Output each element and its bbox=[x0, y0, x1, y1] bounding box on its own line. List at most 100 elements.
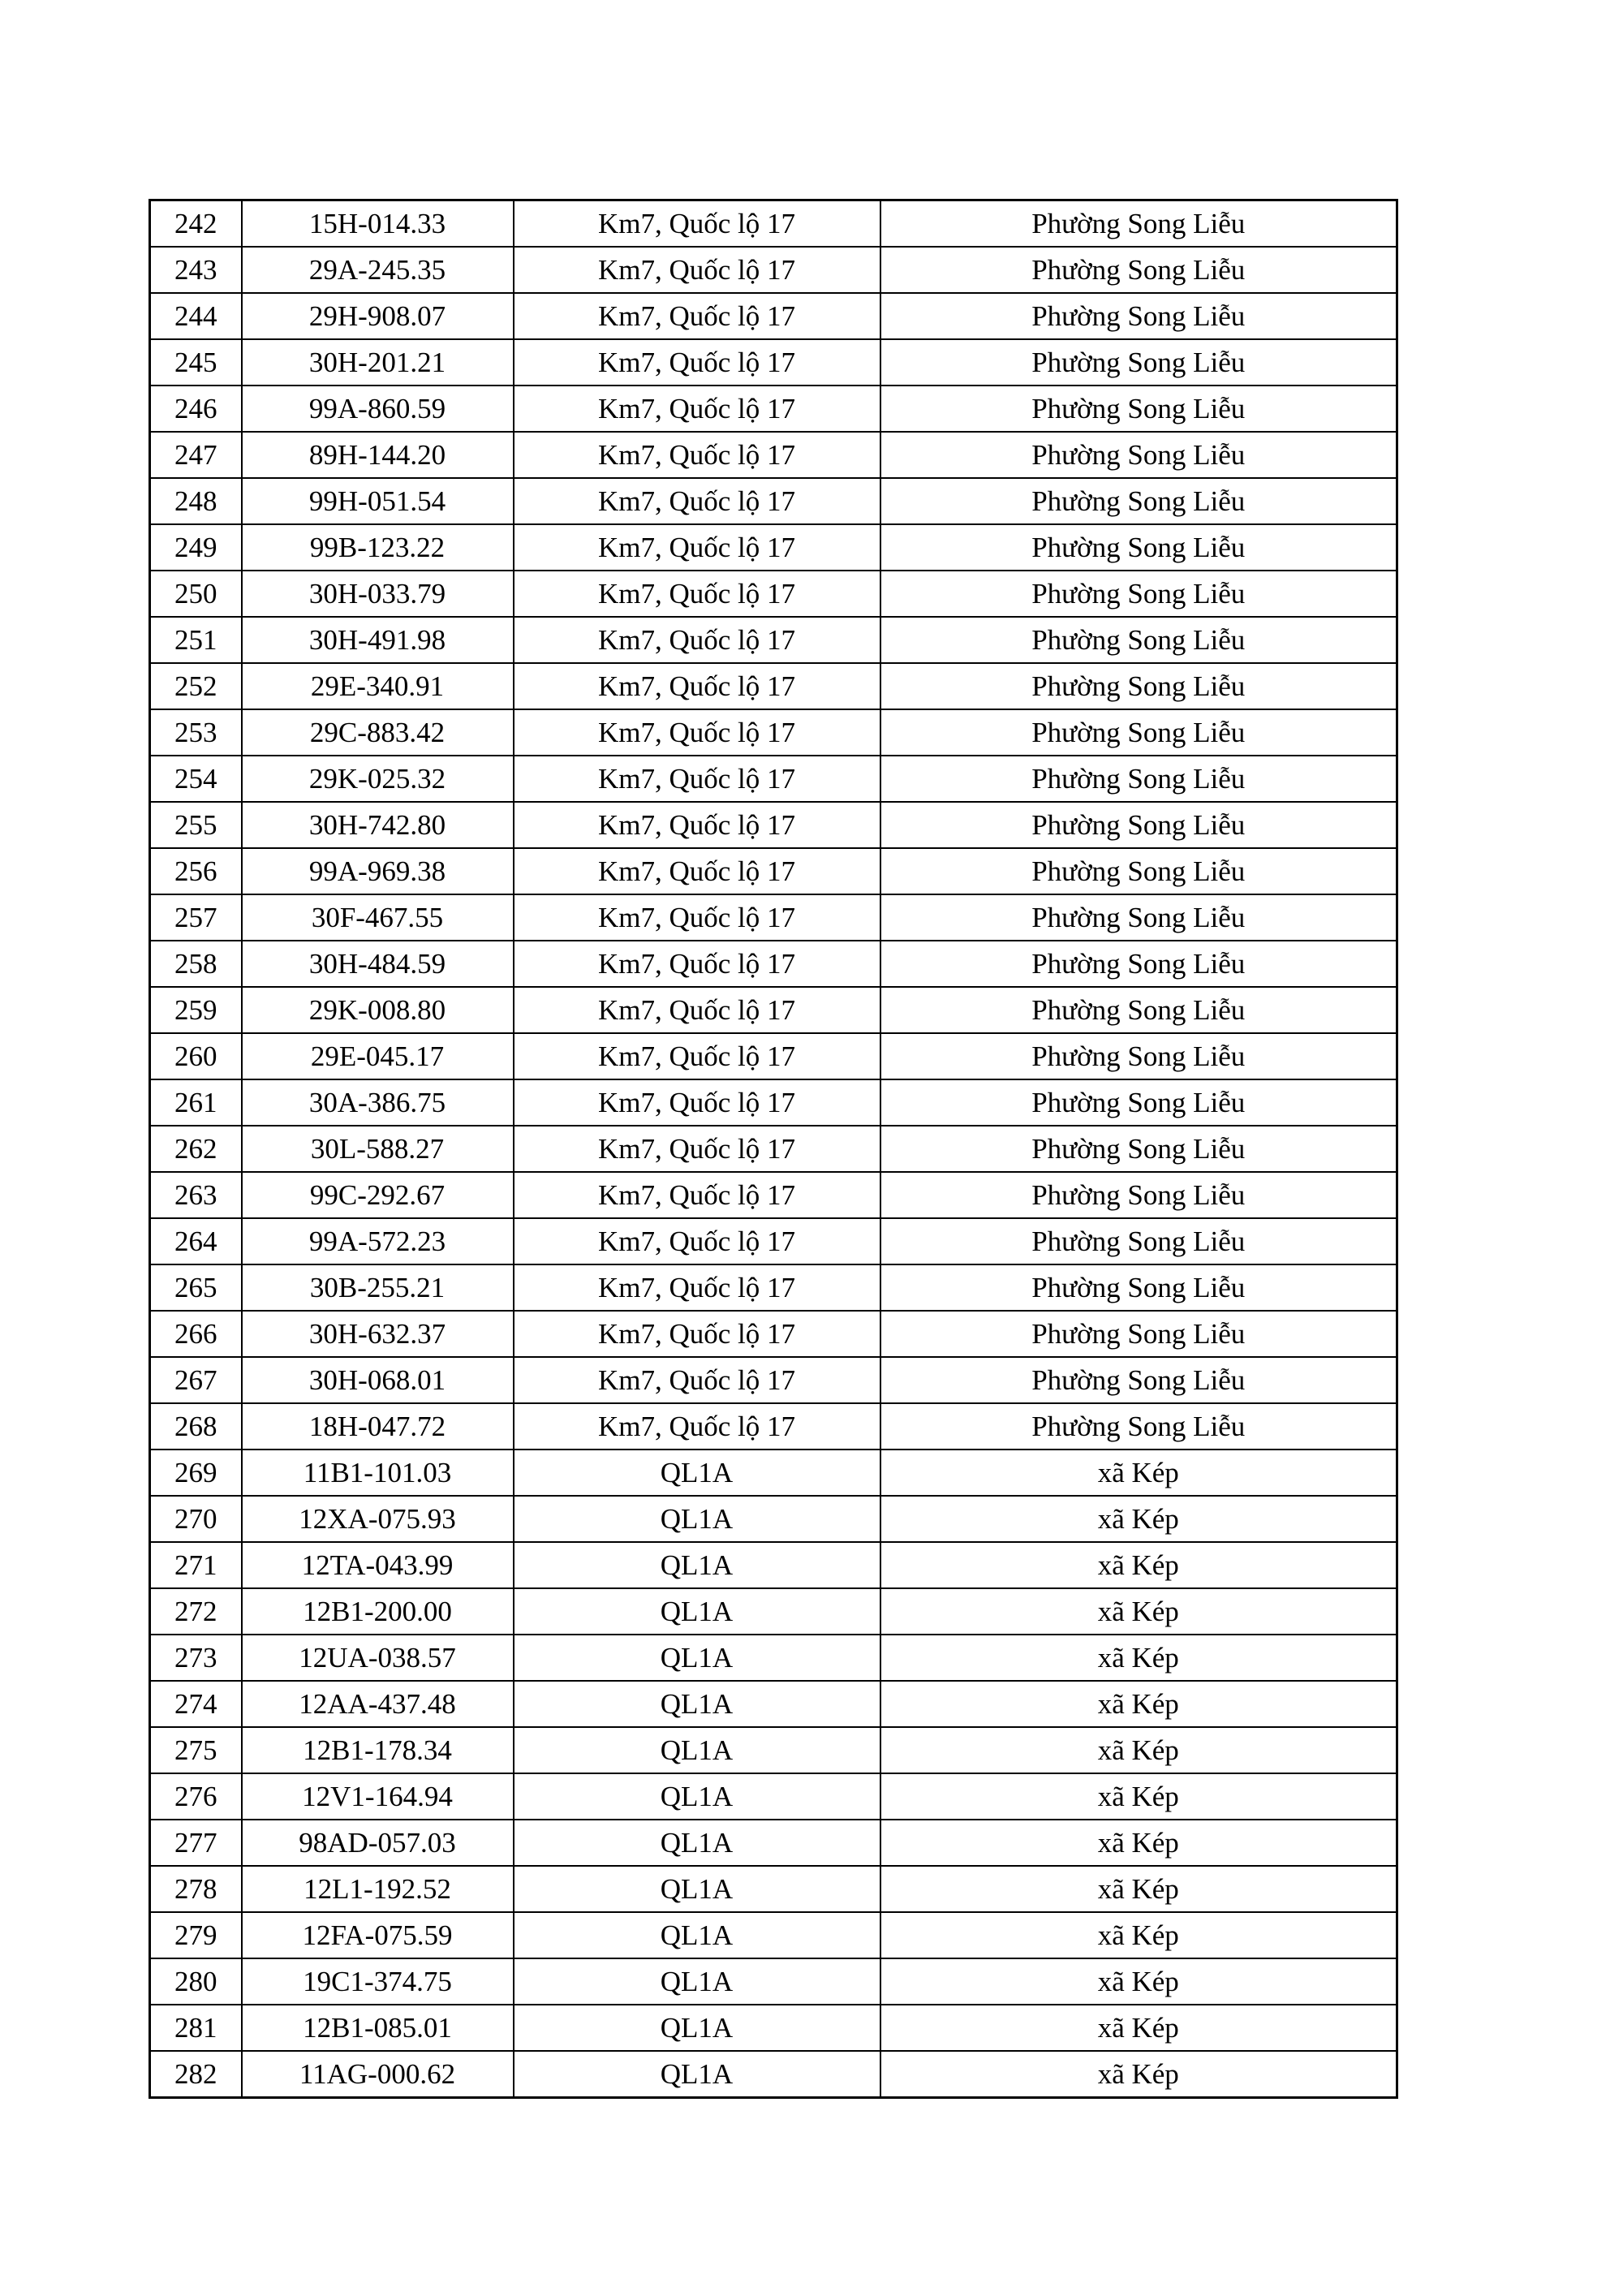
cell-address: Km7, Quốc lộ 17 bbox=[512, 801, 881, 849]
cell-address: QL1A bbox=[512, 1449, 881, 1497]
table-row: 276 12V1-164.94 QL1A xã Kép bbox=[149, 1773, 1398, 1820]
cell-sequence-number: 250 bbox=[149, 570, 243, 618]
cell-address: Km7, Quốc lộ 17 bbox=[512, 1402, 881, 1450]
cell-license-plate: 11AG-000.62 bbox=[240, 2050, 514, 2099]
table-row: 247 89H-144.20 Km7, Quốc lộ 17 Phường Song … bbox=[149, 431, 1398, 479]
cell-license-plate: 30H-484.59 bbox=[240, 940, 514, 988]
table-row: 267 30H-068.01 Km7, Quốc lộ 17 Phường Song … bbox=[149, 1356, 1398, 1404]
cell-ward: xã Kép bbox=[879, 1449, 1398, 1497]
table-row: 275 12B1-178.34 QL1A xã Kép bbox=[149, 1726, 1398, 1774]
table-row: 282 11AG-000.62 QL1A xã Kép bbox=[149, 2050, 1398, 2099]
cell-address: Km7, Quốc lộ 17 bbox=[512, 894, 881, 941]
registration-table: 242 15H-014.33 Km7, Quốc lộ 17 Phường Song … bbox=[149, 199, 1398, 2099]
cell-address: Km7, Quốc lộ 17 bbox=[512, 246, 881, 294]
cell-sequence-number: 254 bbox=[149, 755, 243, 803]
cell-license-plate: 19C1-374.75 bbox=[240, 1958, 514, 2005]
cell-license-plate: 29K-008.80 bbox=[240, 986, 514, 1034]
cell-ward: xã Kép bbox=[879, 1819, 1398, 1867]
cell-ward: Phường Song Liễu bbox=[879, 940, 1398, 988]
cell-license-plate: 12TA-043.99 bbox=[240, 1541, 514, 1589]
cell-address: QL1A bbox=[512, 2004, 881, 2052]
cell-sequence-number: 281 bbox=[149, 2004, 243, 2052]
cell-address: QL1A bbox=[512, 2050, 881, 2099]
cell-sequence-number: 271 bbox=[149, 1541, 243, 1589]
cell-ward: Phường Song Liễu bbox=[879, 662, 1398, 710]
cell-ward: Phường Song Liễu bbox=[879, 616, 1398, 664]
cell-ward: xã Kép bbox=[879, 2050, 1398, 2099]
cell-sequence-number: 273 bbox=[149, 1634, 243, 1682]
cell-address: QL1A bbox=[512, 1819, 881, 1867]
cell-ward: Phường Song Liễu bbox=[879, 755, 1398, 803]
cell-sequence-number: 280 bbox=[149, 1958, 243, 2005]
cell-sequence-number: 249 bbox=[149, 523, 243, 571]
cell-sequence-number: 278 bbox=[149, 1865, 243, 1913]
cell-license-plate: 30F-467.55 bbox=[240, 894, 514, 941]
table-row: 265 30B-255.21 Km7, Quốc lộ 17 Phường Song … bbox=[149, 1264, 1398, 1312]
table-row: 263 99C-292.67 Km7, Quốc lộ 17 Phường Song … bbox=[149, 1171, 1398, 1219]
cell-ward: xã Kép bbox=[879, 1541, 1398, 1589]
cell-license-plate: 12XA-075.93 bbox=[240, 1495, 514, 1543]
cell-ward: Phường Song Liễu bbox=[879, 986, 1398, 1034]
cell-address: Km7, Quốc lộ 17 bbox=[512, 1217, 881, 1265]
cell-license-plate: 99A-969.38 bbox=[240, 847, 514, 895]
table-row: 266 30H-632.37 Km7, Quốc lộ 17 Phường Song … bbox=[149, 1310, 1398, 1358]
cell-ward: Phường Song Liễu bbox=[879, 246, 1398, 294]
cell-license-plate: 99B-123.22 bbox=[240, 523, 514, 571]
cell-address: QL1A bbox=[512, 1865, 881, 1913]
table-row: 271 12TA-043.99 QL1A xã Kép bbox=[149, 1541, 1398, 1589]
registration-table-container: 242 15H-014.33 Km7, Quốc lộ 17 Phường Song … bbox=[149, 199, 1398, 2099]
cell-license-plate: 29H-908.07 bbox=[240, 292, 514, 340]
cell-license-plate: 12B1-085.01 bbox=[240, 2004, 514, 2052]
cell-address: Km7, Quốc lộ 17 bbox=[512, 292, 881, 340]
cell-sequence-number: 269 bbox=[149, 1449, 243, 1497]
cell-ward: Phường Song Liễu bbox=[879, 1356, 1398, 1404]
cell-ward: xã Kép bbox=[879, 1680, 1398, 1728]
cell-license-plate: 18H-047.72 bbox=[240, 1402, 514, 1450]
cell-address: Km7, Quốc lộ 17 bbox=[512, 755, 881, 803]
cell-sequence-number: 282 bbox=[149, 2050, 243, 2099]
cell-sequence-number: 264 bbox=[149, 1217, 243, 1265]
cell-ward: Phường Song Liễu bbox=[879, 431, 1398, 479]
cell-ward: Phường Song Liễu bbox=[879, 1310, 1398, 1358]
cell-license-plate: 30L-588.27 bbox=[240, 1125, 514, 1173]
table-row: 270 12XA-075.93 QL1A xã Kép bbox=[149, 1495, 1398, 1543]
cell-license-plate: 12UA-038.57 bbox=[240, 1634, 514, 1682]
table-row: 278 12L1-192.52 QL1A xã Kép bbox=[149, 1865, 1398, 1913]
cell-address: Km7, Quốc lộ 17 bbox=[512, 986, 881, 1034]
cell-ward: xã Kép bbox=[879, 1634, 1398, 1682]
cell-address: Km7, Quốc lộ 17 bbox=[512, 1125, 881, 1173]
cell-ward: xã Kép bbox=[879, 1773, 1398, 1820]
cell-address: QL1A bbox=[512, 1773, 881, 1820]
cell-license-plate: 30H-742.80 bbox=[240, 801, 514, 849]
cell-sequence-number: 268 bbox=[149, 1402, 243, 1450]
cell-ward: Phường Song Liễu bbox=[879, 847, 1398, 895]
cell-sequence-number: 248 bbox=[149, 477, 243, 525]
table-row: 243 29A-245.35 Km7, Quốc lộ 17 Phường Song … bbox=[149, 246, 1398, 294]
table-row: 260 29E-045.17 Km7, Quốc lộ 17 Phường Song … bbox=[149, 1032, 1398, 1080]
table-row: 255 30H-742.80 Km7, Quốc lộ 17 Phường Song … bbox=[149, 801, 1398, 849]
cell-sequence-number: 252 bbox=[149, 662, 243, 710]
cell-sequence-number: 272 bbox=[149, 1587, 243, 1635]
cell-address: Km7, Quốc lộ 17 bbox=[512, 431, 881, 479]
table-row: 246 99A-860.59 Km7, Quốc lộ 17 Phường Song … bbox=[149, 385, 1398, 433]
cell-sequence-number: 262 bbox=[149, 1125, 243, 1173]
cell-sequence-number: 247 bbox=[149, 431, 243, 479]
table-row: 253 29C-883.42 Km7, Quốc lộ 17 Phường Song … bbox=[149, 709, 1398, 756]
cell-address: QL1A bbox=[512, 1587, 881, 1635]
cell-sequence-number: 275 bbox=[149, 1726, 243, 1774]
cell-license-plate: 12V1-164.94 bbox=[240, 1773, 514, 1820]
table-row: 249 99B-123.22 Km7, Quốc lộ 17 Phường Song … bbox=[149, 523, 1398, 571]
cell-license-plate: 29A-245.35 bbox=[240, 246, 514, 294]
table-row: 277 98AD-057.03 QL1A xã Kép bbox=[149, 1819, 1398, 1867]
table-row: 280 19C1-374.75 QL1A xã Kép bbox=[149, 1958, 1398, 2005]
table-row: 250 30H-033.79 Km7, Quốc lộ 17 Phường Song … bbox=[149, 570, 1398, 618]
cell-address: Km7, Quốc lộ 17 bbox=[512, 940, 881, 988]
cell-sequence-number: 261 bbox=[149, 1079, 243, 1126]
cell-address: Km7, Quốc lộ 17 bbox=[512, 1356, 881, 1404]
cell-license-plate: 30H-068.01 bbox=[240, 1356, 514, 1404]
cell-license-plate: 30A-386.75 bbox=[240, 1079, 514, 1126]
cell-ward: Phường Song Liễu bbox=[879, 1264, 1398, 1312]
cell-license-plate: 99C-292.67 bbox=[240, 1171, 514, 1219]
cell-ward: xã Kép bbox=[879, 1726, 1398, 1774]
cell-sequence-number: 243 bbox=[149, 246, 243, 294]
